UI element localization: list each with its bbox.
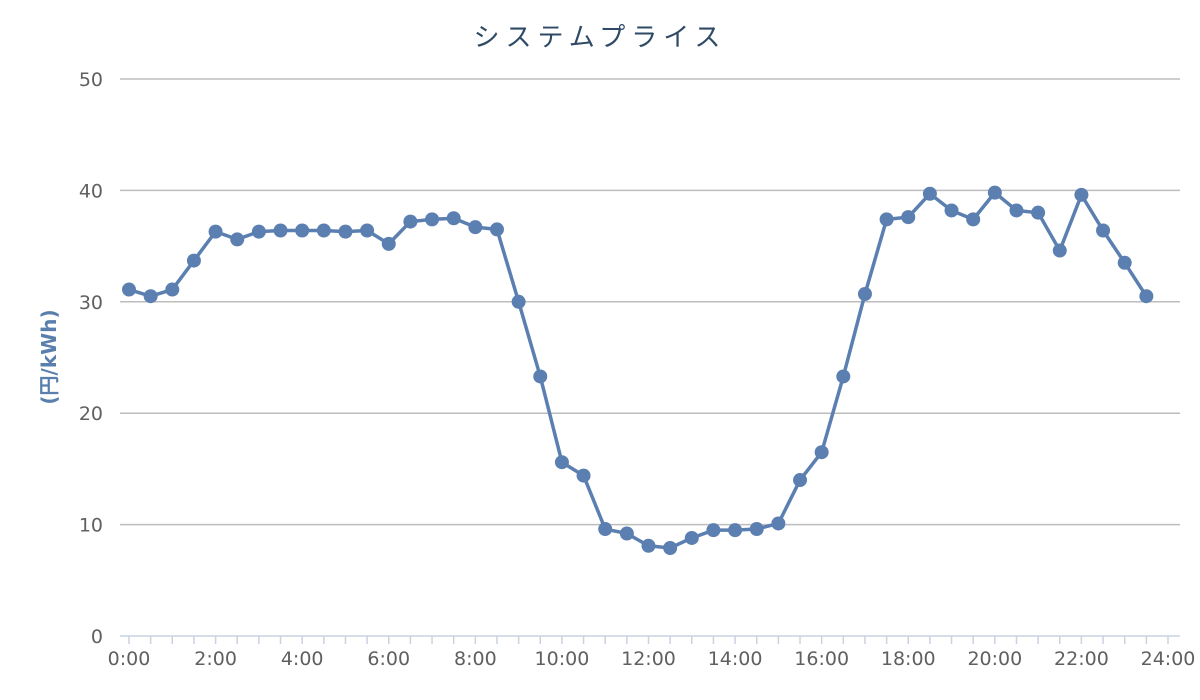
data-point: [230, 232, 245, 247]
data-point: [857, 287, 872, 302]
x-tick-label: 20:00: [967, 648, 1022, 670]
y-tick-label: 0: [91, 626, 103, 648]
data-point: [425, 212, 440, 227]
x-tick-label: 4:00: [281, 648, 324, 670]
data-point: [468, 220, 483, 235]
data-point: [1139, 289, 1154, 304]
data-point: [446, 211, 461, 226]
data-point: [208, 224, 223, 239]
data-point: [1009, 203, 1024, 218]
data-point: [663, 540, 678, 555]
data-point: [316, 223, 331, 238]
x-tick-label: 0:00: [108, 648, 151, 670]
data-point: [879, 212, 894, 227]
data-point: [1117, 255, 1132, 270]
x-tick-label: 8:00: [454, 648, 497, 670]
data-point: [1052, 243, 1067, 258]
data-point: [489, 222, 504, 237]
data-point: [1074, 187, 1089, 202]
x-tick-label: 6:00: [367, 648, 410, 670]
data-point: [1031, 205, 1046, 220]
data-point: [533, 369, 548, 384]
data-point: [338, 224, 353, 239]
data-point: [273, 223, 288, 238]
data-point: [836, 369, 851, 384]
data-point: [122, 282, 136, 297]
x-tick-label: 2:00: [194, 648, 237, 670]
x-tick-label: 12:00: [621, 648, 676, 670]
data-point: [771, 516, 786, 531]
data-point: [598, 522, 613, 537]
y-tick-label: 40: [79, 180, 103, 202]
data-point: [143, 289, 158, 304]
data-point: [360, 223, 375, 238]
data-point: [165, 282, 180, 297]
series-line: [128, 190, 1148, 550]
x-tick-label: 16:00: [794, 648, 849, 670]
data-point: [251, 224, 266, 239]
y-tick-label: 50: [79, 69, 103, 91]
data-point: [987, 185, 1002, 200]
data-point: [749, 522, 764, 537]
y-tick-label: 30: [79, 292, 103, 314]
chart-title: システムプライス: [474, 23, 727, 53]
data-point: [554, 455, 569, 470]
data-point: [793, 473, 808, 488]
x-tick-label: 24:00: [1141, 648, 1196, 670]
data-point: [922, 186, 937, 201]
y-axis-ticks: 0 10 20 30 40 50: [79, 69, 103, 648]
data-point: [511, 294, 526, 309]
price-series: [122, 185, 1154, 555]
x-tick-label: 14:00: [708, 648, 763, 670]
data-point: [684, 530, 699, 545]
data-point: [706, 523, 721, 538]
data-point: [728, 523, 743, 538]
data-point: [814, 445, 829, 460]
data-point: [295, 223, 310, 238]
data-point: [619, 526, 634, 541]
y-axis-label: (円/kWh): [37, 309, 61, 404]
x-tick-label: 10:00: [535, 648, 590, 670]
data-point: [1096, 223, 1111, 238]
gridlines: [120, 78, 1180, 526]
data-point: [966, 212, 981, 227]
y-tick-label: 10: [79, 515, 103, 537]
y-tick-label: 20: [79, 403, 103, 425]
data-point: [641, 538, 656, 553]
data-point: [576, 468, 591, 483]
data-point: [186, 253, 201, 268]
data-point: [944, 203, 959, 218]
data-point: [381, 236, 396, 251]
x-tick-label: 22:00: [1054, 648, 1109, 670]
x-axis: 0:00 2:00 4:00 6:00 8:00 10:00 12:00 14:00 16:00…: [108, 635, 1196, 670]
x-tick-label: 18:00: [881, 648, 936, 670]
data-point: [901, 210, 916, 225]
data-point: [403, 214, 418, 229]
